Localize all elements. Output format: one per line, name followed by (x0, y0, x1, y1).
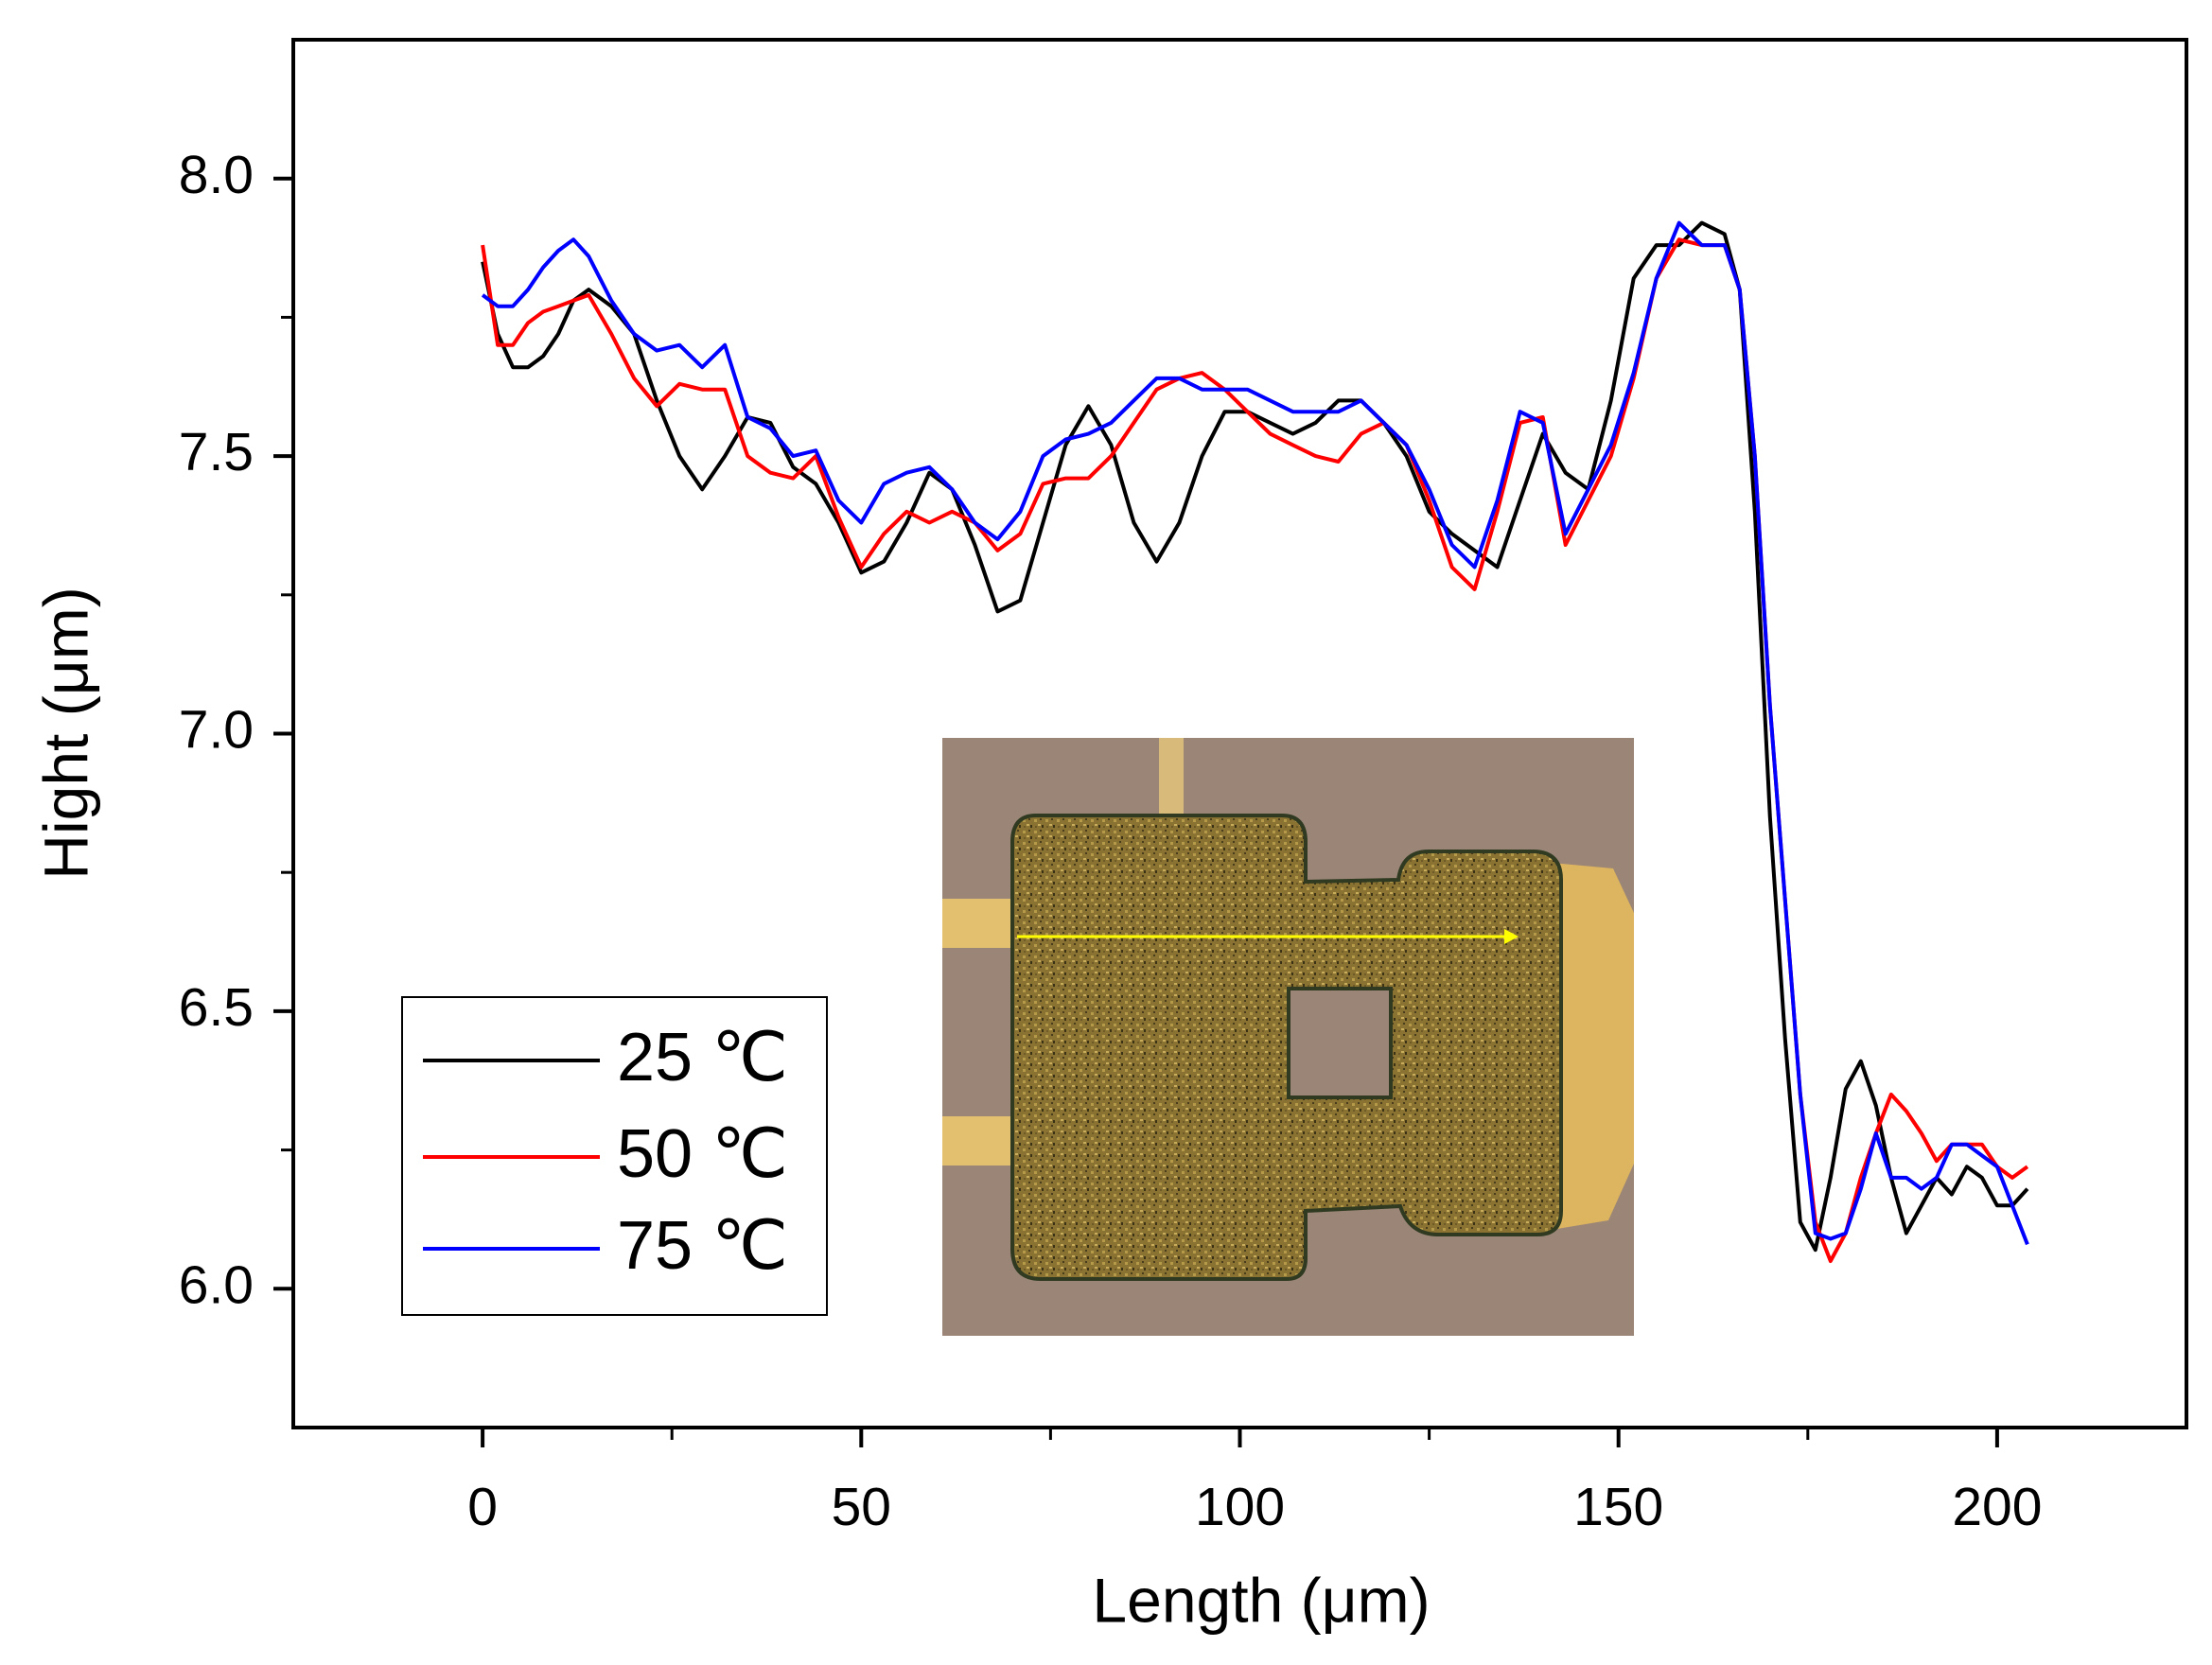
legend-label: 75 ℃ (617, 1208, 788, 1284)
y-tick-label: 7.5 (179, 422, 254, 482)
y-tick-label: 6.0 (179, 1254, 254, 1315)
ticks: 0 50 100 150 200 6.0 6.5 7.0 7.5 8.0 (179, 145, 2043, 1537)
y-tick-label: 8.0 (179, 145, 254, 205)
x-tick-label: 200 (1952, 1477, 2042, 1537)
x-tick-label: 50 (832, 1477, 891, 1537)
series-line (481, 220, 2029, 1253)
y-tick-label: 7.0 (179, 700, 254, 761)
inset-photo (942, 738, 1634, 1336)
legend: 25 ℃ 50 ℃ 75 ℃ (401, 996, 828, 1316)
plot-frame (291, 38, 2188, 1429)
x-tick-label: 0 (467, 1477, 498, 1537)
series-line (481, 220, 2029, 1246)
legend-label: 50 ℃ (617, 1116, 788, 1192)
y-axis-label: Hight (μm) (30, 587, 100, 879)
legend-label: 25 ℃ (617, 1020, 788, 1095)
y-tick-label: 6.5 (179, 977, 254, 1038)
x-tick-label: 100 (1195, 1477, 1285, 1537)
series-line (481, 237, 2029, 1263)
x-axis-label: Length (μm) (1092, 1565, 1430, 1635)
x-tick-label: 150 (1573, 1477, 1663, 1537)
lines (481, 220, 2029, 1263)
